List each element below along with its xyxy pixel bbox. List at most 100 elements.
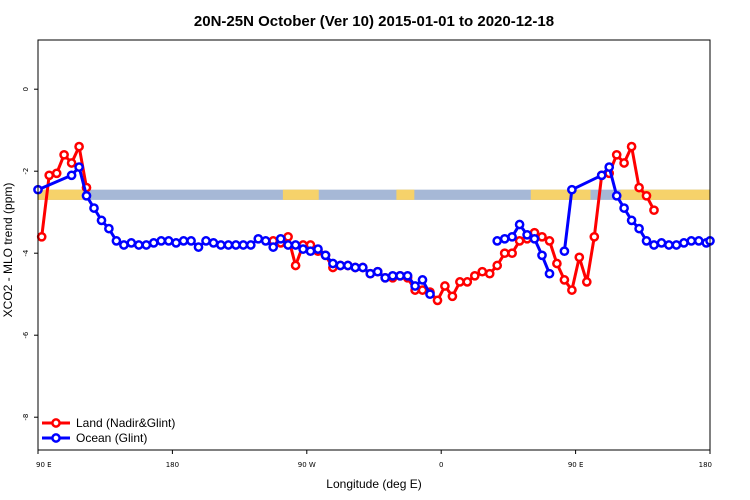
data-point [567,184,577,195]
data-point [574,252,585,263]
data-point [148,238,159,248]
legend-marker [51,433,61,443]
data-point [328,258,338,269]
map-band-land [396,189,415,200]
data-point [208,238,219,248]
data-point [619,158,629,168]
data-point [119,240,129,250]
x-tick-label: 180 [166,461,179,469]
data-point [432,295,443,306]
data-point [634,223,644,234]
data-point [178,236,189,246]
data-point [425,289,435,300]
data-point [395,270,405,281]
x-tick-label: 180 [699,461,712,469]
data-point [283,231,293,242]
data-point [559,275,570,285]
data-point [410,281,420,291]
data-point [544,236,555,246]
data-point [133,240,144,250]
data-point [552,258,562,269]
data-point [335,260,346,271]
data-point [126,238,137,248]
data-point [402,270,413,281]
map-band-land [38,189,83,200]
data-point [440,281,450,291]
data-point [238,240,249,250]
data-point [216,240,226,250]
data-point [350,262,361,273]
data-point [44,170,55,181]
data-point [357,262,368,273]
data-point [469,270,480,281]
data-point [268,242,279,252]
data-point [499,248,510,259]
data-point [514,219,525,230]
map-band-land [530,189,591,200]
data-point [567,285,577,295]
data-point [641,236,652,246]
data-point [111,236,122,246]
data-point [163,236,174,246]
series-ocean [33,162,715,300]
data-point [365,268,376,279]
series-land [36,141,659,306]
data-point [253,233,264,244]
data-point [581,277,592,287]
data-point [223,240,234,250]
x-tick-label: 90 W [298,461,316,469]
x-tick-label: 90 E [36,461,52,469]
data-point [529,233,540,244]
data-point [141,240,152,250]
legend: Land (Nadir&Glint)Ocean (Glint) [42,416,175,445]
data-point [604,162,615,172]
data-point [51,168,62,179]
data-point [156,236,167,246]
data-point [619,203,629,213]
data-point [372,266,383,277]
data-point [290,260,301,271]
data-point [81,190,92,201]
series-line [272,145,656,302]
data-point [462,277,473,287]
data-point [641,190,652,201]
plot-frame [37,39,711,451]
data-point [260,236,271,246]
chart-title: 20N-25N October (Ver 10) 2015-01-01 to 2… [194,13,554,30]
data-point [693,236,704,246]
data-point [320,250,331,261]
y-axis-label: XCO2 - MLO trend (ppm) [1,183,15,318]
y-axis-ticks: 0 -2 -4 -6 -8 [22,87,38,421]
data-point [305,246,316,257]
data-point [537,250,547,261]
data-point [66,170,77,181]
data-point [89,203,99,213]
legend-marker [51,418,61,428]
data-point [544,268,555,279]
map-band-ocean [38,189,710,200]
data-point [664,240,674,250]
legend-label: Land (Nadir&Glint) [76,416,175,430]
data-point [417,275,428,285]
data-point [447,291,458,302]
data-point [245,240,256,250]
x-tick-label: 0 [439,461,443,469]
data-point [283,240,293,250]
data-point [611,190,622,201]
data-point [499,233,510,244]
data-point [596,170,607,181]
map-band-land [282,189,319,200]
data-point [634,182,644,193]
y-tick-label: 0 [22,87,30,91]
legend-label: Ocean (Glint) [76,431,147,445]
data-point [66,158,77,168]
data-point [484,268,495,279]
data-point [492,260,503,271]
data-point [656,238,667,248]
y-tick-label: -4 [22,249,30,257]
data-point [171,238,181,248]
data-point [36,231,47,242]
x-tick-label: 90 E [568,461,584,469]
data-point [649,205,659,216]
